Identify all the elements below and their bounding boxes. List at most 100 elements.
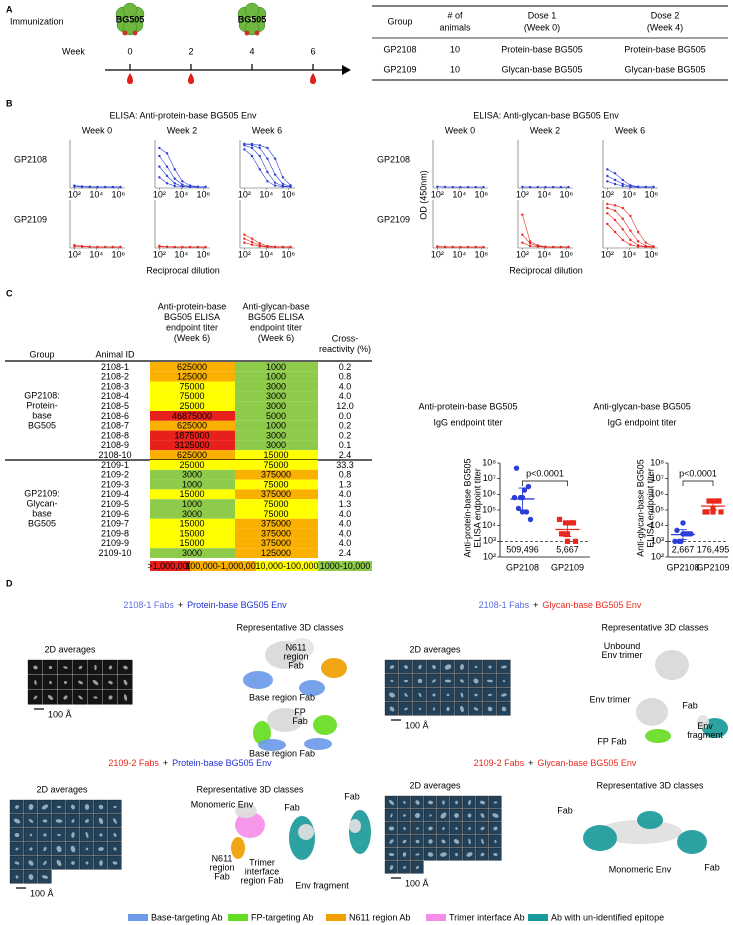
p-bracket [522,480,568,486]
table-header: Dose 1 [528,10,557,20]
od-point [613,230,617,234]
scale-label: >1,000,000 [147,561,192,571]
animal-id: 2108-1 [101,362,129,372]
structure-note: N611 [212,853,233,863]
x-tick-label: 10⁶ [645,189,659,199]
particle [43,846,47,852]
od-point [181,245,184,249]
od-point [250,154,254,158]
title-env: Protein-base BG505 Env [172,758,272,768]
particle [113,847,117,851]
titer-cell [235,489,318,500]
od-point [273,245,277,249]
x-tick-label: GP2108 [666,562,699,572]
od-point [629,243,632,246]
od-point [436,245,439,249]
particle [98,847,104,851]
od-point [204,185,207,189]
group-label: BG505 [28,420,56,430]
particle [402,866,407,869]
table-cell: Protein-base BG505 [501,44,583,54]
x-tick-label: 10⁴ [452,189,466,199]
particle [404,665,408,669]
particle [473,678,479,684]
od-point [243,233,246,236]
structure-note: Env fragment [295,880,349,890]
titer-cell [150,391,235,402]
particle [468,827,471,830]
od-point [173,182,176,185]
density-map [697,715,709,729]
particle [460,692,464,698]
density-map [598,820,682,844]
titer-value: 46875000 [172,411,212,421]
titer-cell [235,401,318,411]
particle [429,814,432,817]
y-axis-label: OD (450nm) [418,170,428,220]
od-point [273,184,277,187]
titer-cell [235,411,318,421]
x-tick-label: 10² [68,249,81,259]
particle [432,693,436,697]
particle [28,874,34,880]
legend-label: Ab with un-identified epitope [551,912,664,922]
group-label: GP2109: [24,488,60,498]
od-point [111,245,115,249]
od-point [644,185,648,189]
titer-point [558,531,565,537]
x-axis-label: Reciprocal dilution [146,265,220,275]
od-point [466,185,470,189]
panel-label: B [6,98,13,108]
cross-reactivity: 4.0 [339,538,352,548]
titer-value: 3000 [182,509,202,519]
row-title: GP2109 [14,214,47,224]
particle [492,813,499,818]
od-point [266,245,269,249]
group-name: GP2108 [383,44,416,54]
table-header: (Week 4) [647,22,683,32]
animal-id: 2108-9 [101,440,129,450]
titer-value: 375000 [261,538,291,548]
group-label: base [32,508,52,518]
od-point [258,245,261,248]
immunization-label: Immunization [10,16,64,26]
panel-label: A [6,4,13,14]
titer-value: 3000 [266,391,286,401]
od-point [636,245,640,248]
particle [428,839,433,844]
icon-part [244,30,250,36]
particle [71,861,75,865]
particle [63,681,68,684]
od-point [181,180,184,183]
particle [414,813,421,818]
table-cell: Glycan-base BG505 [501,64,582,74]
x-tick-label: 10⁴ [259,249,273,259]
particle [113,833,117,837]
od-point [621,182,624,186]
od-point [258,144,261,147]
od-point [266,180,269,183]
x-tick-label: 10⁶ [197,249,211,259]
od-point [621,184,624,188]
scale-label: 100,000-1,000,000 [185,561,261,571]
x-tick-label: 10⁶ [560,249,574,259]
particle [63,695,68,700]
cross-reactivity: 4.0 [339,391,352,401]
titer-point [718,509,724,515]
particle [467,813,472,818]
x-tick-label: 10⁶ [282,189,296,199]
particle [56,859,62,867]
y-axis-label: Anti-glycan-base BG505 [635,459,645,557]
density-map [243,671,273,689]
x-tick-label: 10² [516,249,529,259]
y-axis-label: ELISA endpoint titer [645,468,655,548]
od-point [528,240,532,243]
table-header: # of [447,10,463,20]
cross-reactivity: 33.3 [336,460,354,470]
titer-cell [235,440,318,451]
animal-id: 2109-9 [101,538,129,548]
y-axis-label: ELISA endpoint titer [472,468,482,548]
titer-value: 375000 [261,489,291,499]
cross-reactivity: 0.8 [339,470,352,480]
particle [108,665,113,670]
